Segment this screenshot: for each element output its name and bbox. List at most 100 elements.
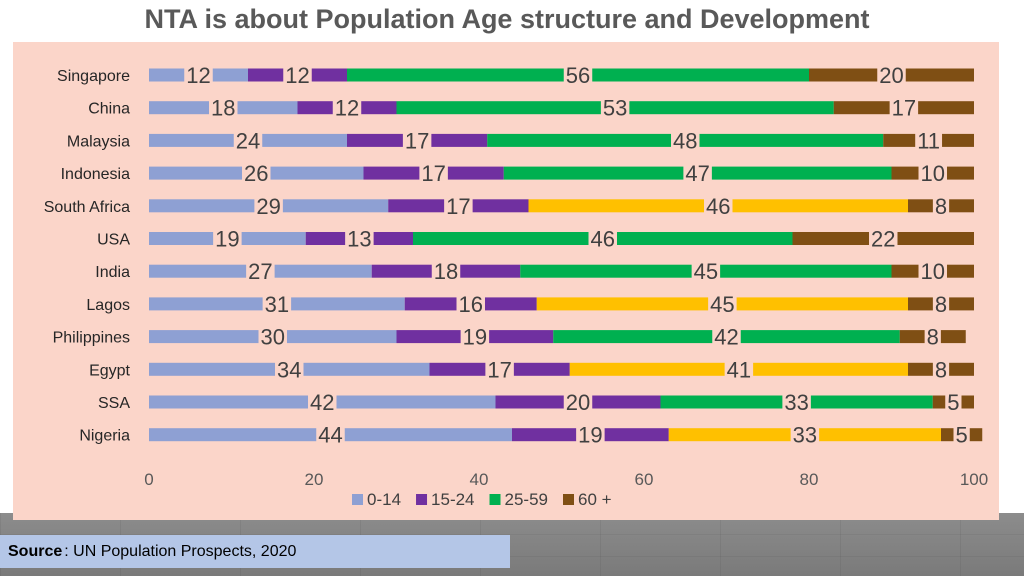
- data-label-backdrop: [419, 165, 448, 181]
- legend-swatch: [416, 494, 428, 505]
- x-tick-label: 80: [800, 470, 819, 489]
- data-label: 17: [487, 357, 511, 382]
- data-label-backdrop: [918, 263, 947, 279]
- category-label: India: [95, 264, 130, 281]
- data-label-backdrop: [233, 132, 263, 148]
- data-label: 26: [244, 161, 268, 186]
- data-label: 20: [566, 390, 590, 415]
- data-label: 19: [578, 423, 602, 448]
- data-label-backdrop: [283, 67, 312, 83]
- data-label: 19: [215, 227, 239, 252]
- data-label-backdrop: [704, 198, 733, 214]
- data-label-backdrop: [932, 198, 950, 214]
- data-label-backdrop: [246, 263, 275, 279]
- legend-label: 15-24: [431, 490, 474, 509]
- data-label: 20: [879, 63, 903, 88]
- data-label-backdrop: [932, 296, 950, 312]
- data-label-backdrop: [671, 132, 700, 148]
- legend-item: 0-14: [352, 490, 401, 509]
- data-label-backdrop: [924, 329, 941, 345]
- data-label: 16: [459, 292, 483, 317]
- data-label: 13: [347, 227, 371, 252]
- data-label-backdrop: [945, 394, 962, 410]
- data-label: 42: [714, 325, 738, 350]
- data-label: 8: [935, 194, 947, 219]
- data-label: 17: [405, 128, 429, 153]
- data-label-backdrop: [254, 198, 283, 214]
- data-label: 48: [673, 128, 697, 153]
- data-label-backdrop: [953, 427, 970, 443]
- data-label: 18: [211, 96, 235, 121]
- data-label-backdrop: [316, 427, 345, 443]
- data-label-backdrop: [708, 296, 737, 312]
- category-labels: Singapore China Malaysia Indonesia South Afr…: [44, 68, 131, 445]
- category-label: USA: [97, 232, 130, 249]
- data-label-backdrop: [262, 296, 292, 312]
- legend-item: 15-24: [416, 490, 475, 509]
- data-label: 42: [310, 390, 334, 415]
- data-label: 47: [685, 161, 709, 186]
- data-label-backdrop: [869, 231, 898, 246]
- data-label-backdrop: [712, 329, 741, 345]
- data-label-backdrop: [563, 394, 593, 410]
- data-label-backdrop: [345, 231, 374, 246]
- x-tick-label: 40: [470, 470, 489, 489]
- data-label: 5: [947, 390, 959, 415]
- data-label-backdrop: [402, 132, 432, 148]
- category-label: Indonesia: [61, 166, 130, 183]
- data-label-backdrop: [691, 263, 721, 279]
- data-label: 27: [248, 259, 272, 284]
- x-tick-label: 0: [144, 470, 153, 489]
- data-label: 12: [186, 63, 210, 88]
- category-label: Egypt: [89, 362, 130, 379]
- legend-label: 25-59: [505, 490, 548, 509]
- category-label: Philippines: [53, 330, 130, 347]
- data-label: 45: [694, 259, 718, 284]
- x-tick-label: 20: [305, 470, 324, 489]
- data-label-backdrop: [576, 427, 605, 443]
- data-label-backdrop: [209, 100, 238, 116]
- data-label: 46: [591, 227, 615, 252]
- data-label-backdrop: [877, 67, 906, 83]
- data-label: 53: [603, 96, 627, 121]
- data-label: 17: [421, 161, 445, 186]
- data-label-backdrop: [444, 198, 473, 214]
- data-label: 31: [265, 292, 289, 317]
- legend-item: 60 +: [563, 490, 612, 509]
- category-label: SSA: [98, 395, 130, 412]
- data-label-backdrop: [782, 394, 811, 410]
- data-label-backdrop: [213, 231, 242, 246]
- category-label: South Africa: [44, 199, 130, 216]
- data-label: 10: [921, 259, 945, 284]
- legend-item: 25-59: [489, 490, 548, 509]
- data-label: 11: [917, 128, 940, 153]
- data-label: 5: [956, 423, 968, 448]
- data-label: 22: [871, 227, 895, 252]
- legend-swatch: [352, 494, 363, 505]
- data-label: 29: [256, 194, 280, 219]
- data-label: 12: [285, 63, 309, 88]
- data-label: 46: [706, 194, 730, 219]
- chart-title: NTA is about Population Age structure an…: [144, 4, 870, 34]
- category-label: Nigeria: [79, 428, 130, 445]
- data-label: 18: [434, 259, 458, 284]
- data-label: 8: [927, 325, 939, 350]
- data-label: 56: [566, 63, 590, 88]
- data-label: 44: [318, 423, 342, 448]
- data-label-backdrop: [332, 100, 362, 116]
- category-label: Lagos: [86, 297, 130, 314]
- data-label-backdrop: [275, 361, 304, 377]
- category-label: Singapore: [57, 68, 130, 85]
- legend: 0-14 15-24 25-59 60 +: [352, 490, 612, 509]
- data-label-backdrop: [485, 361, 514, 377]
- source-label: Source: [8, 542, 63, 560]
- data-label: 12: [335, 96, 359, 121]
- x-tick-label: 100: [960, 470, 988, 489]
- category-label: China: [88, 101, 130, 118]
- data-label: 17: [892, 96, 916, 121]
- data-label: 45: [710, 292, 734, 317]
- legend-swatch: [563, 494, 574, 505]
- data-label: 24: [236, 128, 260, 153]
